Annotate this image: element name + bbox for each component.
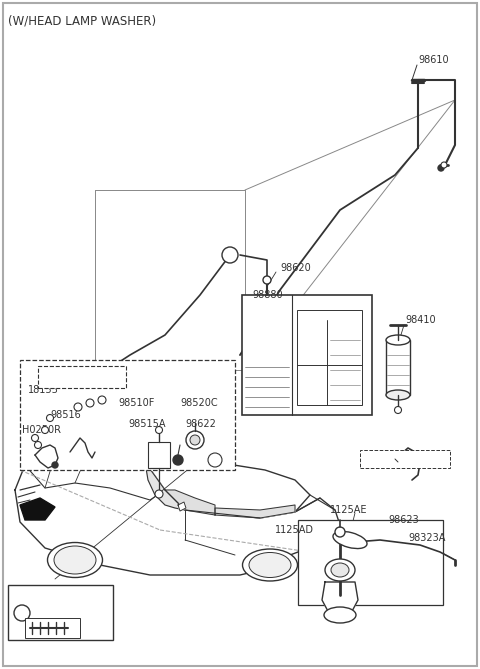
Text: 1125AD: 1125AD [275,525,314,535]
Ellipse shape [54,546,96,574]
Bar [386,340,410,395]
Text: 98410: 98410 [405,315,436,325]
Circle shape [41,427,48,434]
Text: a: a [228,250,233,260]
Text: REF.91-921: REF.91-921 [59,373,105,381]
Bar [298,520,443,605]
Text: 98622: 98622 [185,419,216,429]
Polygon shape [178,502,186,511]
Circle shape [222,247,238,263]
Polygon shape [145,458,310,518]
Circle shape [190,435,200,445]
Ellipse shape [386,390,410,400]
Circle shape [86,399,94,407]
Ellipse shape [324,607,356,623]
Circle shape [155,490,163,498]
Text: 1125AE: 1125AE [330,505,368,515]
Circle shape [35,442,41,448]
Circle shape [173,455,183,465]
Polygon shape [215,505,295,518]
Polygon shape [322,582,358,615]
Ellipse shape [333,531,367,549]
Polygon shape [165,490,215,515]
Polygon shape [20,498,55,520]
Text: 98653: 98653 [38,608,69,618]
Text: 18155: 18155 [28,385,59,395]
Circle shape [441,162,447,168]
Circle shape [98,396,106,404]
Text: 98510F: 98510F [118,398,155,408]
Circle shape [47,415,53,421]
Bar [25,618,80,638]
Polygon shape [25,448,165,500]
Ellipse shape [331,563,349,577]
Polygon shape [15,448,340,575]
Text: 98515A: 98515A [128,419,166,429]
Text: a: a [19,609,24,617]
Text: 98520C: 98520C [180,398,217,408]
Bar [8,585,113,640]
Text: REF.86-861: REF.86-861 [382,454,429,464]
FancyBboxPatch shape [38,366,126,388]
Bar [242,295,372,415]
Ellipse shape [386,335,410,345]
Text: 98620: 98620 [280,263,311,273]
Circle shape [395,407,401,413]
Text: H0250R: H0250R [22,425,61,435]
Text: 98880: 98880 [252,290,283,300]
Ellipse shape [325,559,355,581]
Text: 98323A: 98323A [408,533,445,543]
Text: 98623: 98623 [388,515,419,525]
Circle shape [52,462,58,468]
Ellipse shape [249,553,291,577]
Circle shape [32,434,38,442]
Bar [148,442,170,468]
Circle shape [14,605,30,621]
Circle shape [74,403,82,411]
Circle shape [335,527,345,537]
Circle shape [263,276,271,284]
FancyBboxPatch shape [360,450,450,468]
Bar [20,360,235,470]
Ellipse shape [242,549,298,581]
Text: (W/HEAD LAMP WASHER): (W/HEAD LAMP WASHER) [8,14,156,27]
Circle shape [156,427,163,434]
Circle shape [186,431,204,449]
Text: 98610: 98610 [418,55,449,65]
Polygon shape [145,462,185,510]
Ellipse shape [48,543,103,577]
Circle shape [208,453,222,467]
Bar [297,310,362,405]
Text: 98516: 98516 [50,410,81,420]
Circle shape [438,165,444,171]
